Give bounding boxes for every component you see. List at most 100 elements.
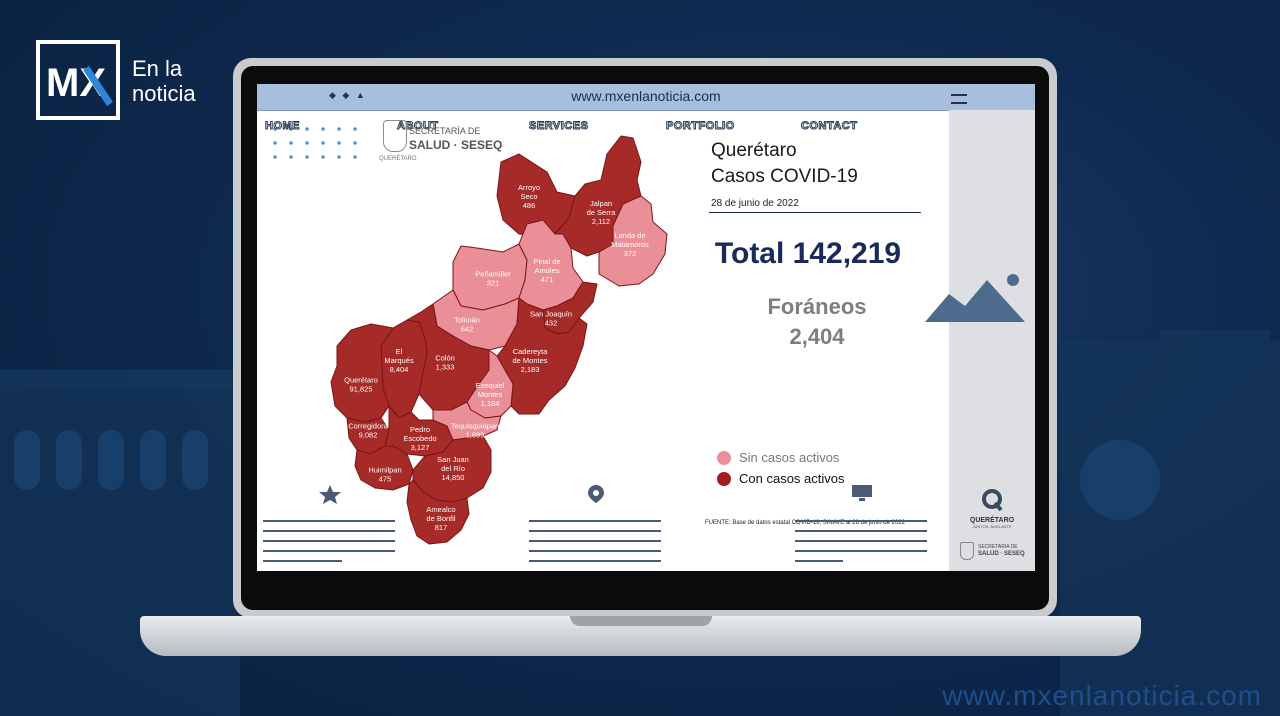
mountain-image-icon [925, 274, 1025, 322]
total-cases: Total 142,219 [714, 237, 902, 270]
infographic-date: 28 de junio de 2022 [711, 198, 799, 209]
map-label-cadereyta-cases: 2,183 [521, 365, 540, 374]
placeholder-lines-right [795, 520, 927, 570]
map-label-toliman-cases: 642 [461, 325, 474, 334]
window-controls-icon[interactable]: ◆ ◆ ▲ [329, 90, 367, 100]
legend-label-inactive: Sin casos activos [739, 450, 840, 465]
nav-home[interactable]: HOME [265, 120, 301, 133]
placeholder-lines-left [263, 520, 395, 570]
dot-grid-decoration [267, 122, 363, 162]
map-label-amealco-name: Amealco [426, 505, 455, 514]
map-label-landa-name: Landa de [614, 231, 645, 240]
map-label-landa-name: Matamoros [611, 240, 649, 249]
laptop-screen: ◆ ◆ ▲ www.mxenlanoticia.com HOME ABOUT S… [257, 84, 1035, 571]
star-icon[interactable] [317, 484, 343, 504]
map-label-san-juan-del-rio-cases: 14,850 [442, 473, 465, 482]
map-label-jalpan-name: de Serra [587, 208, 617, 217]
map-label-san-joaquin-cases: 432 [545, 319, 558, 328]
map-label-queretaro-cases: 91,825 [350, 385, 373, 394]
brand-line-2: noticia [132, 81, 196, 106]
map-label-amealco-cases: 817 [435, 523, 448, 532]
queretaro-logo: QUERÉTARO JUNTOS, ADELANTE [962, 488, 1022, 529]
mx-en-la-noticia-logo: MX En la noticia [36, 40, 236, 124]
browser-url[interactable]: www.mxenlanoticia.com [571, 88, 721, 104]
brand-line-1: En la [132, 56, 183, 81]
state-emblem-small-icon [960, 542, 974, 560]
background-buildings [0, 330, 1280, 716]
map-label-el-marques-name: Marqués [384, 356, 413, 365]
seseq-small-line-2: SALUD · SESEQ [978, 551, 1025, 557]
map-label-arroyo-seco-cases: 486 [523, 201, 536, 210]
map-label-san-joaquin-name: San Joaquín [530, 310, 572, 319]
seseq-line-3: QUERÉTARO [379, 156, 417, 162]
map-label-corregidora-name: Corregidora [348, 422, 388, 431]
map-label-pedro-escobedo-name: Pedro [410, 425, 430, 434]
map-label-pinal-name: Amoles [534, 266, 559, 275]
state-emblem-icon [383, 120, 407, 152]
nav-contact[interactable]: CONTACT [800, 120, 858, 133]
map-label-huimilpan-cases: 475 [379, 475, 392, 484]
seseq-line-1: SECRETARÍA DE [409, 126, 481, 136]
foraneos-label: Foráneos [767, 294, 867, 319]
seseq-line-2: SALUD · SESEQ [409, 138, 503, 152]
map-label-penamiller-name: Peñamiller [475, 270, 511, 279]
map-label-corregidora-cases: 9,082 [359, 431, 378, 440]
map-label-pedro-escobedo-cases: 3,127 [411, 443, 430, 452]
map-label-el-marques-name: El [396, 347, 403, 356]
nav-about[interactable]: ABOUT [397, 120, 439, 133]
map-label-huimilpan-name: Huimilpan [368, 466, 401, 475]
legend-dot-inactive [717, 451, 731, 465]
seseq-small-line-1: SECRETARÍA DE [978, 544, 1018, 550]
hamburger-menu-icon[interactable] [951, 94, 967, 104]
source-note: FUENTE: Base de datos estatal COVID-19, … [705, 520, 905, 526]
map-label-jalpan-name: Jalpan [590, 199, 612, 208]
map-label-pedro-escobedo-name: Escobedo [403, 434, 436, 443]
map-label-tequisquiapan-name: Tequisquiapan [451, 422, 499, 431]
map-label-toliman-name: Tolimán [454, 316, 480, 325]
brand-tagline: En la noticia [132, 56, 196, 106]
region-tequisquiapan[interactable] [432, 401, 502, 441]
map-label-pinal-name: Pinal de [533, 257, 560, 266]
side-panel [949, 110, 1035, 571]
region-amealco[interactable] [406, 479, 470, 545]
map-label-colon-name: Colón [435, 354, 455, 363]
foraneos-value: 2,404 [789, 324, 845, 349]
map-label-amealco-name: de Bonfil [426, 514, 456, 523]
monitor-icon[interactable] [851, 484, 873, 502]
map-label-san-juan-del-rio-name: del Río [441, 464, 465, 473]
map-label-jalpan-cases: 2,112 [592, 217, 610, 226]
region-huimilpan[interactable] [354, 445, 414, 491]
map-label-tequisquiapan-cases: 1,699 [466, 431, 485, 440]
map-label-ezequiel-montes-name: Ezequiel [476, 381, 505, 390]
legend-dot-active [717, 472, 731, 486]
infographic-title-line-1: Querétaro [711, 140, 797, 161]
legend-label-active: Con casos activos [739, 471, 845, 486]
infographic-title-line-2: Casos COVID-19 [711, 166, 858, 187]
region-queretaro[interactable] [330, 323, 394, 423]
nav-services[interactable]: SERVICES [528, 120, 589, 133]
map-label-queretaro-name: Querétaro [344, 376, 378, 385]
map-label-colon-cases: 1,333 [436, 363, 455, 372]
map-label-pinal-cases: 471 [541, 275, 554, 284]
queretaro-logo-sub: JUNTOS, ADELANTE [972, 524, 1012, 529]
nav-portfolio[interactable]: PORTFOLIO [666, 120, 735, 133]
region-landa[interactable] [598, 195, 668, 287]
date-underline [709, 212, 921, 213]
map-label-el-marques-cases: 8,404 [390, 365, 409, 374]
map-label-landa-cases: 372 [624, 249, 637, 258]
map-label-penamiller-cases: 321 [487, 279, 500, 288]
map-label-cadereyta-name: Cadereyta [513, 347, 548, 356]
placeholder-lines-middle [529, 520, 661, 570]
map-label-san-juan-del-rio-name: San Juan [437, 455, 469, 464]
map-label-arroyo-seco-name: Arroyo [518, 183, 540, 192]
footer-url[interactable]: www.mxenlanoticia.com [942, 680, 1262, 711]
seseq-logo: SECRETARÍA DE SALUD · SESEQ QUERÉTARO [379, 118, 519, 166]
location-pin-icon[interactable] [587, 484, 605, 504]
mx-logo-icon: MX [46, 61, 113, 106]
queretaro-logo-text: QUERÉTARO [969, 517, 1015, 524]
map-label-arroyo-seco-name: Seco [520, 192, 537, 201]
browser-url-bar[interactable]: ◆ ◆ ▲ www.mxenlanoticia.com [257, 84, 1035, 111]
map-label-cadereyta-name: de Montes [512, 356, 547, 365]
queretaro-q-icon [982, 489, 1003, 512]
laptop-hinge [570, 616, 712, 626]
